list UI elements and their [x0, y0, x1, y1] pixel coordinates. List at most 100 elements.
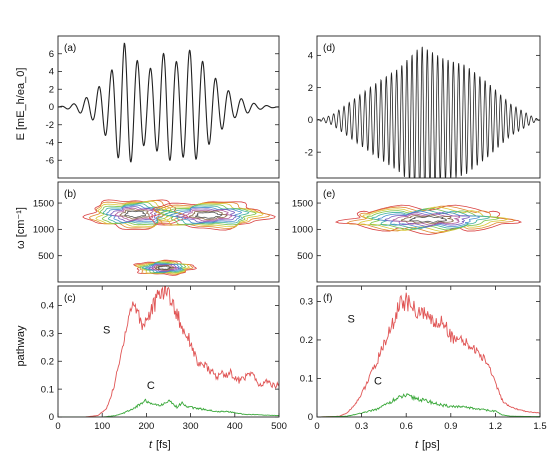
contour-line: [371, 209, 490, 230]
contour-line: [154, 265, 175, 271]
contour-line: [151, 264, 178, 272]
annotation-S: S: [348, 314, 355, 326]
plot-area: [58, 286, 279, 417]
ytick-label: 1500: [292, 198, 313, 209]
ytick-label: 1000: [292, 225, 313, 236]
ytick-label: 2: [308, 83, 313, 94]
ytick-label: 4: [49, 67, 54, 78]
series-C: [58, 398, 279, 417]
xtick-label: 200: [138, 421, 154, 432]
series-S: [317, 292, 540, 417]
panel-label: (e): [323, 189, 335, 200]
panels-group: -6-4-20246(a)50010001500(b)SC00.10.20.30…: [33, 35, 547, 432]
ytick-label: 500: [297, 251, 313, 262]
xtick-label: 0: [55, 421, 60, 432]
series-S: [58, 286, 279, 417]
ytick-label: 0.3: [300, 297, 313, 308]
annotation-S: S: [103, 324, 110, 336]
contour-line: [194, 211, 223, 219]
xtick-label: 400: [227, 421, 243, 432]
ytick-label: 0.2: [300, 335, 313, 346]
panel-d: -2 0 2 4 (d): [305, 35, 541, 179]
xtick-label: 300: [183, 421, 199, 432]
ytick-label: 0: [308, 412, 313, 423]
contour-line: [114, 207, 154, 221]
xlabel-right-unit: [ps]: [422, 439, 440, 451]
contour-line: [175, 208, 237, 223]
contour-line: [188, 210, 228, 220]
xlabel-left-prefix: t: [149, 439, 153, 451]
ytick-label: 0: [49, 412, 54, 423]
axes-frame: [57, 181, 280, 283]
ytick-label: 0.3: [41, 329, 54, 340]
xtick-label: 0.9: [444, 421, 457, 432]
plot-area: [317, 292, 540, 417]
axes-frame: [57, 35, 280, 179]
xtick-label: 1.2: [489, 421, 502, 432]
contour-line: [102, 203, 171, 224]
panel-f: S C 0 0.1 0.2 0.3 0 0.3 0.6 0.9 1.2 1.5 (f): [300, 285, 547, 432]
ytick-label: 0: [308, 115, 313, 126]
axes-frame: [57, 285, 280, 418]
annotation-C: C: [147, 380, 155, 392]
panel-a: -6 -4 -2 0 2 4 6 (a): [46, 35, 280, 179]
ytick-label: 6: [49, 49, 54, 60]
xtick-label: 0: [314, 421, 319, 432]
ytick-label: 1500: [33, 198, 54, 209]
panel-e: 500 1000 1500 (e): [292, 181, 541, 283]
panel-label: (d): [323, 43, 335, 54]
panel-label: (f): [323, 293, 332, 304]
xlabel-left-unit: [fs]: [156, 439, 171, 451]
contour-line: [110, 206, 159, 222]
annotation-C: C: [374, 375, 382, 387]
series-C: [317, 393, 540, 417]
ylabel-pathway: pathway: [15, 325, 27, 366]
contour-line: [384, 212, 470, 227]
plot-area: [82, 199, 276, 276]
plot-area: [58, 42, 279, 163]
contour-line: [182, 209, 233, 222]
contour-line: [392, 213, 461, 226]
contour-line: [119, 209, 150, 220]
contour-line: [377, 210, 480, 229]
ytick-label: 2: [49, 84, 54, 95]
panel-label: (c): [64, 293, 76, 304]
field-trace: [58, 42, 279, 163]
panel-label: (a): [64, 43, 76, 54]
xtick-label: 1.5: [533, 421, 546, 432]
contour-line: [334, 204, 523, 235]
ytick-label: 4: [308, 51, 313, 62]
panel-b: 500 1000 1500 (b): [33, 181, 280, 283]
plot-area: [334, 204, 523, 235]
ytick-label: 500: [38, 251, 54, 262]
xtick-label: 100: [94, 421, 110, 432]
ytick-label: 0.1: [300, 374, 313, 385]
xtick-label: 0.3: [355, 421, 368, 432]
ytick-label: 0.2: [41, 356, 54, 367]
ylabel-frequency: ω [cm⁻¹]: [15, 207, 27, 249]
contour-line: [157, 265, 172, 270]
axes-frame: [316, 181, 541, 283]
contour-line: [106, 204, 165, 223]
contour-line: [148, 264, 181, 272]
ytick-label: -2: [305, 147, 313, 158]
ytick-label: 1000: [33, 225, 54, 236]
axes-frame: [316, 285, 541, 418]
xlabel-right-prefix: t: [415, 439, 419, 451]
ytick-label: 0.1: [41, 384, 54, 395]
ylabel-field: E [mE_h/ea_0]: [15, 68, 27, 141]
panel-c: S C 0 0.1 0.2 0.3 0.4 0 100 200 300 400 500 (c): [41, 285, 287, 432]
panel-label: (b): [64, 189, 76, 200]
ytick-label: 0: [49, 102, 54, 113]
contour-line: [358, 206, 509, 232]
axes-frame: [316, 35, 541, 179]
ytick-label: -6: [46, 155, 54, 166]
xtick-label: 500: [271, 421, 287, 432]
ytick-label: 0.4: [41, 301, 54, 312]
ytick-label: -2: [46, 120, 54, 131]
plot-area: [317, 46, 540, 178]
xtick-label: 0.6: [400, 421, 413, 432]
field-trace: [317, 46, 540, 178]
contour-line: [409, 215, 448, 223]
ytick-label: -4: [46, 138, 54, 149]
